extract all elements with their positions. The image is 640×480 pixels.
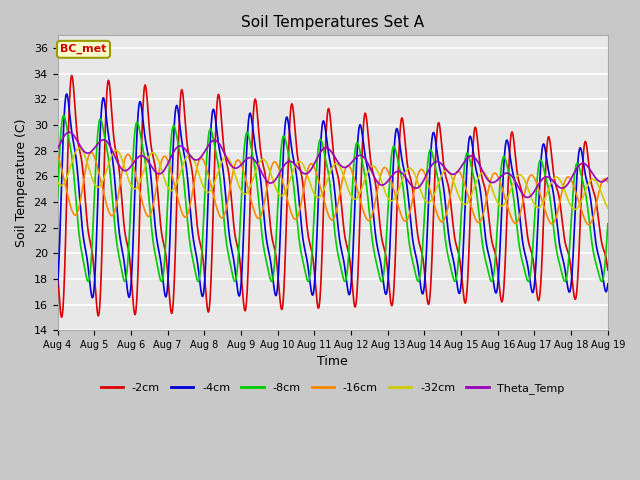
-2cm bbox=[593, 207, 601, 213]
-4cm bbox=[265, 250, 273, 255]
-16cm bbox=[116, 179, 124, 184]
Theta_Temp bbox=[65, 129, 73, 135]
-32cm bbox=[149, 150, 157, 156]
X-axis label: Time: Time bbox=[317, 355, 348, 369]
Line: Theta_Temp: Theta_Temp bbox=[58, 132, 608, 197]
-4cm bbox=[117, 239, 125, 245]
-32cm bbox=[54, 179, 61, 184]
-4cm bbox=[593, 248, 601, 254]
-4cm bbox=[289, 153, 296, 158]
-16cm bbox=[585, 222, 593, 228]
Legend: -2cm, -4cm, -8cm, -16cm, -32cm, Theta_Temp: -2cm, -4cm, -8cm, -16cm, -32cm, Theta_Te… bbox=[96, 379, 569, 398]
-4cm bbox=[534, 216, 542, 221]
-32cm bbox=[534, 205, 541, 211]
Theta_Temp bbox=[265, 180, 273, 185]
-8cm bbox=[265, 270, 273, 276]
-16cm bbox=[593, 196, 601, 202]
-4cm bbox=[63, 91, 70, 97]
Line: -32cm: -32cm bbox=[58, 148, 608, 209]
-2cm bbox=[604, 267, 612, 273]
Theta_Temp bbox=[524, 194, 531, 200]
-32cm bbox=[116, 153, 124, 158]
Text: BC_met: BC_met bbox=[60, 44, 107, 54]
Line: -4cm: -4cm bbox=[58, 94, 608, 298]
-8cm bbox=[60, 112, 67, 118]
-4cm bbox=[88, 295, 96, 300]
-16cm bbox=[289, 213, 296, 219]
Line: -8cm: -8cm bbox=[58, 115, 608, 281]
-2cm bbox=[54, 270, 61, 276]
Theta_Temp bbox=[289, 159, 296, 165]
Line: -16cm: -16cm bbox=[58, 153, 608, 225]
-32cm bbox=[289, 169, 296, 175]
-32cm bbox=[76, 145, 83, 151]
-32cm bbox=[265, 165, 273, 170]
-4cm bbox=[604, 281, 612, 287]
-4cm bbox=[150, 202, 157, 208]
-8cm bbox=[289, 174, 296, 180]
-2cm bbox=[117, 182, 125, 188]
Y-axis label: Soil Temperature (C): Soil Temperature (C) bbox=[15, 119, 28, 247]
Theta_Temp bbox=[149, 166, 157, 172]
-8cm bbox=[415, 278, 422, 284]
Theta_Temp bbox=[534, 182, 542, 188]
Theta_Temp bbox=[604, 175, 612, 180]
-32cm bbox=[604, 205, 612, 211]
-32cm bbox=[593, 180, 601, 186]
-8cm bbox=[593, 266, 601, 272]
Theta_Temp bbox=[593, 177, 601, 183]
-8cm bbox=[54, 195, 61, 201]
-8cm bbox=[149, 239, 157, 244]
Line: -2cm: -2cm bbox=[58, 76, 608, 317]
Title: Soil Temperatures Set A: Soil Temperatures Set A bbox=[241, 15, 424, 30]
-2cm bbox=[58, 314, 65, 320]
-2cm bbox=[265, 207, 273, 213]
-2cm bbox=[289, 104, 296, 109]
-2cm bbox=[150, 155, 157, 160]
-2cm bbox=[68, 73, 76, 79]
-8cm bbox=[534, 167, 542, 172]
-16cm bbox=[265, 176, 273, 181]
-2cm bbox=[534, 297, 542, 303]
-16cm bbox=[149, 203, 157, 208]
-8cm bbox=[116, 261, 124, 267]
-32cm bbox=[571, 206, 579, 212]
-16cm bbox=[88, 150, 95, 156]
-4cm bbox=[54, 284, 61, 290]
-16cm bbox=[54, 152, 61, 157]
-16cm bbox=[534, 184, 541, 190]
-8cm bbox=[604, 221, 612, 227]
-16cm bbox=[604, 179, 612, 185]
Theta_Temp bbox=[54, 146, 61, 152]
Theta_Temp bbox=[116, 165, 124, 170]
